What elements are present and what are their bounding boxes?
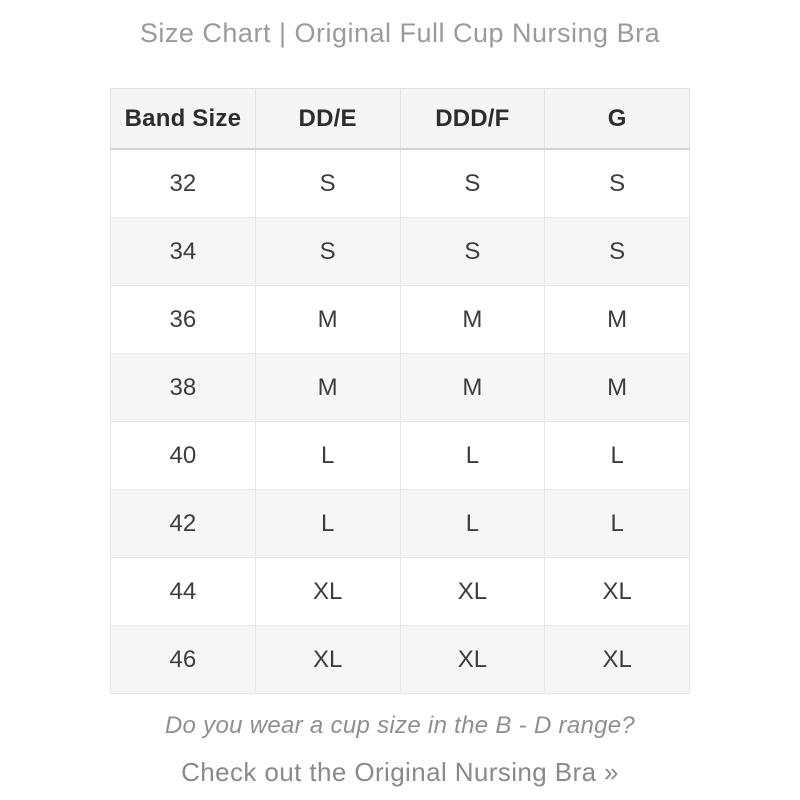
band-size-cell: 42: [110, 489, 256, 558]
column-header-band-size: Band Size: [110, 88, 256, 150]
cup-size-cell: XL: [254, 557, 401, 626]
table-row: 38 M M M: [110, 353, 690, 422]
table-row: 36 M M M: [110, 285, 690, 354]
cup-size-cell: XL: [399, 625, 546, 694]
cup-size-cell: S: [544, 148, 690, 218]
table-row: 32 S S S: [110, 148, 690, 218]
table-row: 44 XL XL XL: [110, 557, 690, 626]
band-size-cell: 40: [110, 421, 256, 490]
cup-size-cell: M: [254, 285, 401, 354]
cup-size-cell: L: [399, 489, 546, 558]
cup-size-cell: L: [254, 489, 401, 558]
cup-size-cell: XL: [399, 557, 546, 626]
band-size-cell: 38: [110, 353, 256, 422]
footer-cta-arrow: »: [596, 757, 619, 787]
original-nursing-bra-link[interactable]: Original Nursing Bra: [354, 757, 597, 787]
footer-question: Do you wear a cup size in the B - D rang…: [164, 712, 636, 739]
cup-size-cell: S: [254, 217, 401, 286]
footer-cta: Check out the Original Nursing Bra »: [0, 755, 800, 789]
cup-size-cell: S: [544, 217, 690, 286]
column-header-ddd-f: DDD/F: [399, 88, 546, 150]
table-row: 40 L L L: [110, 421, 690, 490]
band-size-cell: 46: [110, 625, 256, 694]
cup-size-cell: XL: [544, 557, 690, 626]
column-header-g: G: [544, 88, 690, 150]
cup-size-cell: S: [254, 148, 401, 218]
cup-size-cell: L: [399, 421, 546, 490]
cup-size-cell: L: [254, 421, 401, 490]
table-row: 42 L L L: [110, 489, 690, 558]
size-chart-header: Band Size DD/E DDD/F G: [110, 88, 690, 150]
cup-size-cell: XL: [544, 625, 690, 694]
cup-size-cell: S: [399, 217, 546, 286]
band-size-cell: 44: [110, 557, 256, 626]
cup-size-cell: S: [399, 148, 546, 218]
cup-size-cell: L: [544, 489, 690, 558]
band-size-cell: 36: [110, 285, 256, 354]
cup-size-cell: M: [399, 353, 546, 422]
cup-size-cell: M: [544, 353, 690, 422]
size-chart-body: 32 S S S 34 S S S 36 M M M 38 M M M 40 L L L 42 L L L 44 XL XL XL 46…: [110, 148, 690, 694]
size-chart-table: Band Size DD/E DDD/F G 32 S S S 34 S S S 36 M M M 38…: [110, 88, 690, 694]
cup-size-cell: XL: [254, 625, 401, 694]
cup-size-cell: M: [399, 285, 546, 354]
table-row: 34 S S S: [110, 217, 690, 286]
column-header-dd-e: DD/E: [254, 88, 401, 150]
table-row: 46 XL XL XL: [110, 625, 690, 694]
header-row: Band Size DD/E DDD/F G: [110, 88, 690, 150]
page-title: Size Chart | Original Full Cup Nursing B…: [139, 18, 661, 48]
cup-size-cell: M: [544, 285, 690, 354]
cup-size-cell: M: [254, 353, 401, 422]
band-size-cell: 34: [110, 217, 256, 286]
band-size-cell: 32: [110, 148, 256, 218]
cup-size-cell: L: [544, 421, 690, 490]
footer-cta-prefix: Check out the: [181, 757, 355, 787]
